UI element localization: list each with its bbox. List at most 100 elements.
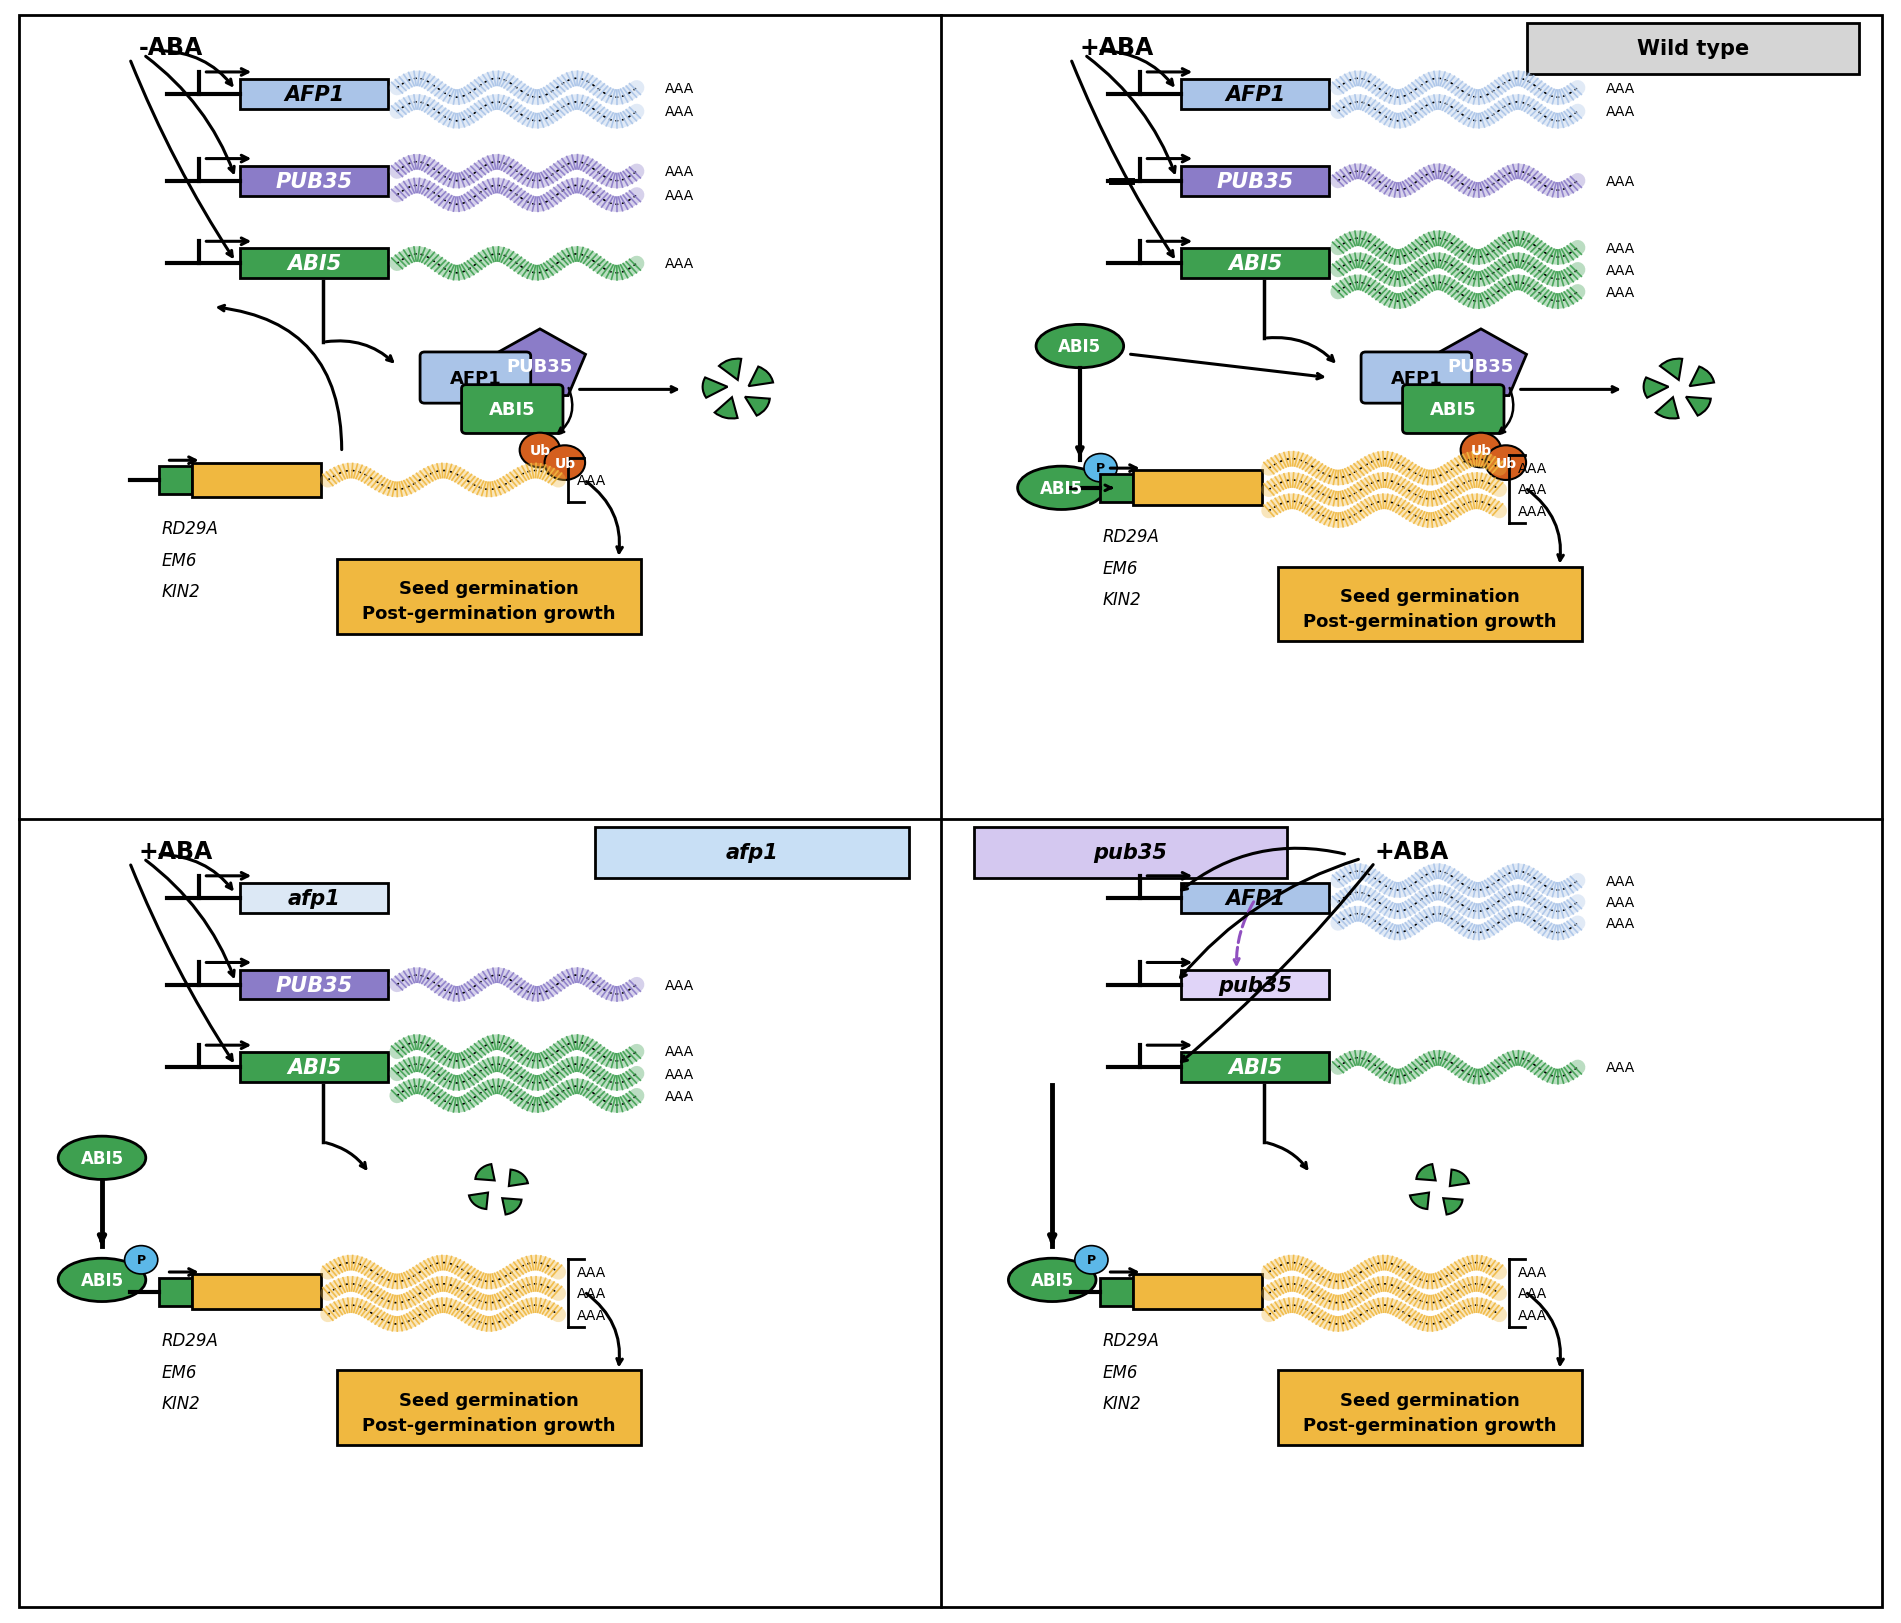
Text: ABI5: ABI5 [1228, 1058, 1281, 1078]
Text: PUB35: PUB35 [276, 172, 352, 192]
Text: RD29A: RD29A [162, 519, 219, 537]
FancyBboxPatch shape [1181, 1053, 1329, 1083]
Text: +ABA: +ABA [139, 839, 213, 863]
FancyBboxPatch shape [336, 1370, 641, 1446]
FancyBboxPatch shape [595, 828, 909, 878]
Text: +ABA: +ABA [1374, 839, 1449, 863]
Text: PUB35: PUB35 [1449, 357, 1513, 375]
Text: AAA: AAA [1517, 1287, 1547, 1300]
FancyBboxPatch shape [1133, 1274, 1262, 1310]
Wedge shape [703, 378, 728, 399]
Wedge shape [475, 1164, 494, 1180]
Text: RD29A: RD29A [162, 1331, 219, 1349]
Text: AAA: AAA [665, 1045, 694, 1058]
Text: AFP1: AFP1 [1224, 888, 1285, 909]
Text: AAA: AAA [1517, 505, 1547, 518]
Text: pub35: pub35 [1093, 842, 1167, 863]
Text: Post-germination growth: Post-germination growth [363, 604, 616, 623]
Wedge shape [749, 367, 774, 386]
Text: Seed germination: Seed germination [1340, 1391, 1521, 1409]
Text: AAA: AAA [1606, 81, 1635, 96]
Text: AFP1: AFP1 [1224, 84, 1285, 105]
FancyBboxPatch shape [1181, 883, 1329, 914]
Text: ABI5: ABI5 [1228, 255, 1281, 274]
Wedge shape [509, 1170, 528, 1186]
Text: EM6: EM6 [1103, 560, 1139, 578]
Text: ABI5: ABI5 [1040, 479, 1084, 498]
Text: Ub: Ub [1469, 443, 1492, 458]
Wedge shape [1690, 367, 1715, 386]
FancyBboxPatch shape [160, 1277, 192, 1307]
Text: ABI5: ABI5 [287, 1058, 340, 1078]
Polygon shape [494, 329, 586, 396]
Wedge shape [1656, 398, 1679, 419]
FancyBboxPatch shape [240, 167, 388, 196]
FancyBboxPatch shape [973, 828, 1287, 878]
Text: AAA: AAA [576, 1287, 606, 1300]
FancyBboxPatch shape [240, 250, 388, 279]
FancyBboxPatch shape [192, 463, 321, 498]
Text: AAA: AAA [576, 474, 606, 487]
Text: EM6: EM6 [162, 1363, 198, 1381]
Text: PUB35: PUB35 [508, 357, 572, 375]
Text: AAA: AAA [1606, 875, 1635, 888]
Text: ABI5: ABI5 [489, 401, 536, 419]
Wedge shape [1443, 1198, 1462, 1214]
Wedge shape [1644, 378, 1669, 399]
Text: AAA: AAA [665, 1066, 694, 1081]
FancyBboxPatch shape [336, 560, 641, 635]
FancyBboxPatch shape [1403, 385, 1504, 435]
FancyBboxPatch shape [420, 352, 530, 404]
Text: AFP1: AFP1 [449, 370, 502, 388]
Text: AAA: AAA [1606, 896, 1635, 909]
FancyBboxPatch shape [1101, 1277, 1133, 1307]
Text: AAA: AAA [665, 1089, 694, 1104]
Text: AAA: AAA [1606, 242, 1635, 255]
Text: P: P [1097, 463, 1104, 476]
Circle shape [1460, 433, 1502, 467]
Text: EM6: EM6 [162, 552, 198, 570]
Text: Ub: Ub [528, 443, 551, 458]
Text: AAA: AAA [665, 188, 694, 203]
Text: RD29A: RD29A [1103, 527, 1160, 545]
Circle shape [1485, 446, 1527, 480]
Text: afp1: afp1 [726, 842, 778, 863]
Wedge shape [502, 1198, 521, 1214]
Text: pub35: pub35 [1219, 975, 1293, 995]
Text: Ub: Ub [555, 456, 576, 471]
Text: Post-germination growth: Post-germination growth [1304, 612, 1557, 630]
Ellipse shape [1017, 467, 1104, 510]
FancyBboxPatch shape [1181, 167, 1329, 196]
Text: ABI5: ABI5 [80, 1149, 124, 1167]
Text: KIN2: KIN2 [162, 1394, 202, 1412]
Text: Post-germination growth: Post-germination growth [1304, 1415, 1557, 1433]
Ellipse shape [1036, 325, 1123, 368]
Wedge shape [1660, 359, 1682, 381]
FancyBboxPatch shape [1181, 80, 1329, 110]
Text: AAA: AAA [665, 256, 694, 271]
Wedge shape [1411, 1193, 1430, 1209]
Circle shape [1074, 1246, 1108, 1274]
Circle shape [125, 1246, 158, 1274]
Wedge shape [745, 398, 770, 417]
Text: KIN2: KIN2 [1103, 1394, 1143, 1412]
Text: ABI5: ABI5 [287, 255, 340, 274]
Text: AFP1: AFP1 [1390, 370, 1443, 388]
Text: P: P [137, 1253, 146, 1266]
Text: AAA: AAA [665, 166, 694, 179]
Text: P: P [1087, 1253, 1097, 1266]
FancyBboxPatch shape [240, 1053, 388, 1083]
FancyBboxPatch shape [1133, 471, 1262, 506]
Text: Wild type: Wild type [1637, 39, 1749, 60]
Wedge shape [719, 359, 741, 381]
FancyBboxPatch shape [160, 466, 192, 495]
Text: EM6: EM6 [1103, 1363, 1139, 1381]
FancyBboxPatch shape [192, 1274, 321, 1310]
Text: AAA: AAA [576, 1308, 606, 1321]
FancyBboxPatch shape [1181, 250, 1329, 279]
FancyBboxPatch shape [240, 971, 388, 1000]
Text: AAA: AAA [1606, 105, 1635, 118]
Text: AAA: AAA [1606, 286, 1635, 300]
Wedge shape [715, 398, 738, 419]
Ellipse shape [59, 1136, 146, 1180]
